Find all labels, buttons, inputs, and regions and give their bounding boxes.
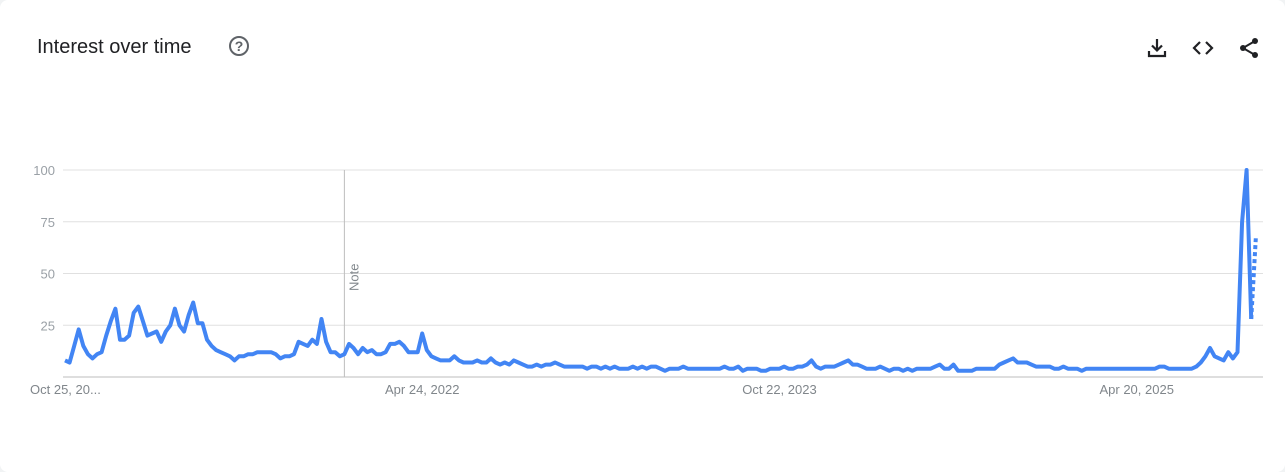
- share-icon[interactable]: [1237, 36, 1261, 60]
- y-tick-label: 100: [33, 163, 55, 178]
- partial-data-line: [1249, 238, 1258, 320]
- y-tick-label: 75: [41, 215, 55, 230]
- series-line: [64, 168, 1254, 373]
- y-tick-label: 50: [41, 267, 55, 282]
- x-tick-label: Apr 20, 2025: [1099, 382, 1173, 397]
- embed-code-icon[interactable]: [1191, 36, 1215, 60]
- y-tick-label: 25: [41, 318, 55, 333]
- note-label: Note: [346, 264, 361, 291]
- x-tick-label: Oct 25, 20...: [30, 382, 101, 397]
- download-icon[interactable]: [1145, 36, 1169, 60]
- x-tick-label: Oct 22, 2023: [742, 382, 816, 397]
- x-tick-label: Apr 24, 2022: [385, 382, 459, 397]
- card-title: Interest over time: [37, 36, 192, 58]
- help-circle-icon[interactable]: ?: [229, 36, 249, 56]
- toolbar: [1145, 36, 1261, 60]
